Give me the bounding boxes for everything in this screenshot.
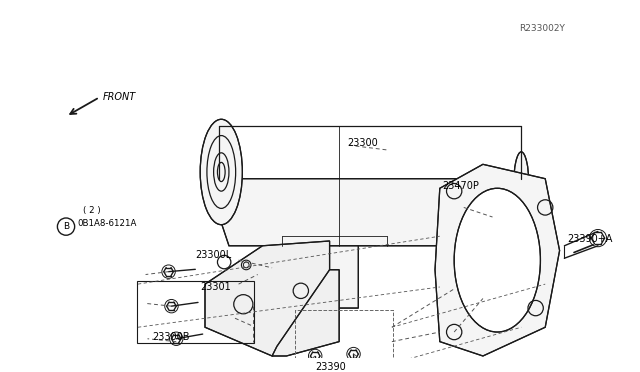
Text: 23390+A: 23390+A: [567, 234, 612, 244]
Ellipse shape: [283, 278, 310, 304]
Text: 0B1A8-6121A: 0B1A8-6121A: [77, 219, 137, 228]
Ellipse shape: [200, 119, 243, 225]
Text: 23390: 23390: [316, 362, 346, 372]
Ellipse shape: [310, 281, 330, 301]
Ellipse shape: [513, 152, 529, 219]
Polygon shape: [435, 164, 559, 356]
Ellipse shape: [454, 188, 540, 332]
Text: 23470P: 23470P: [443, 182, 479, 191]
Polygon shape: [272, 270, 339, 356]
Text: 23300L: 23300L: [195, 250, 232, 260]
Text: ( 2 ): ( 2 ): [83, 206, 101, 215]
Text: 23301: 23301: [200, 282, 231, 292]
Text: FRONT: FRONT: [102, 92, 136, 102]
Text: 23300B: 23300B: [152, 332, 190, 342]
Polygon shape: [253, 246, 358, 308]
Text: B: B: [63, 222, 69, 231]
Text: R233002Y: R233002Y: [519, 24, 565, 33]
Polygon shape: [220, 179, 521, 246]
Text: 23300: 23300: [347, 138, 378, 148]
Polygon shape: [205, 241, 330, 356]
